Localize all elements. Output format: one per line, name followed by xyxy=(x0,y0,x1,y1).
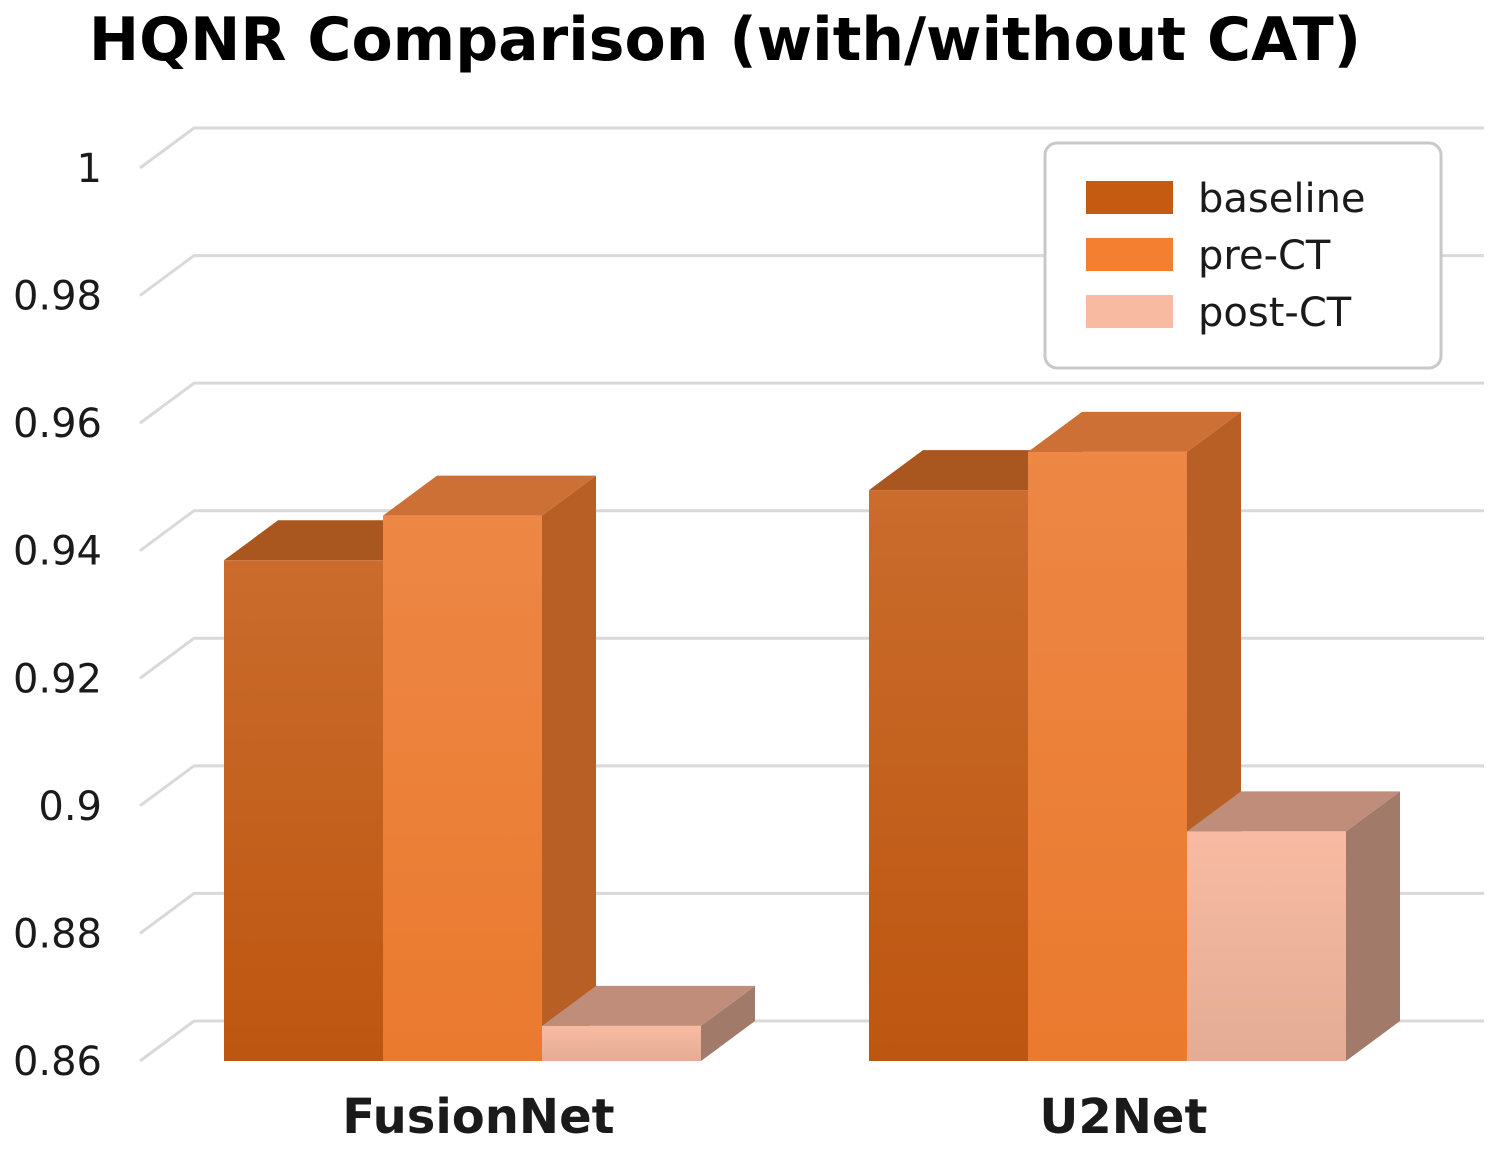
legend: baseline pre-CT post-CT xyxy=(1043,141,1443,370)
legend-label: pre-CT xyxy=(1198,233,1331,279)
y-tick-label: 1 xyxy=(77,146,102,192)
bar-front-face xyxy=(383,515,542,1061)
legend-swatch xyxy=(1086,238,1173,271)
y-tick-label: 0.96 xyxy=(13,401,102,447)
bar-front-face xyxy=(224,560,383,1061)
bar-side-face xyxy=(1346,791,1400,1061)
y-tick-label: 0.98 xyxy=(13,274,102,320)
legend-item-baseline: baseline xyxy=(1086,176,1366,222)
y-axis-ticks: 0.86 0.88 0.9 0.92 0.94 0.96 0.98 1 xyxy=(13,146,102,1085)
y-tick-label: 0.88 xyxy=(13,911,102,957)
legend-label: baseline xyxy=(1198,176,1366,222)
bar-front-face xyxy=(542,1025,701,1061)
bars xyxy=(224,411,1400,1061)
bar-front-face xyxy=(1187,831,1346,1061)
x-axis-categories: FusionNet U2Net xyxy=(342,1089,1207,1145)
bar-top-face xyxy=(542,985,755,1026)
gridline xyxy=(139,126,1484,170)
chart-title: HQNR Comparison (with/without CAT) xyxy=(89,5,1361,75)
y-tick-label: 0.86 xyxy=(13,1039,102,1085)
bar-post-CT-U2Net xyxy=(1187,791,1400,1061)
bar-side-face xyxy=(701,985,755,1061)
bar-top-face xyxy=(1187,791,1400,832)
legend-swatch xyxy=(1086,295,1173,328)
legend-item-pre-CT: pre-CT xyxy=(1086,233,1331,279)
bar-pre-CT-FusionNet xyxy=(383,475,596,1061)
y-tick-label: 0.94 xyxy=(13,529,102,575)
y-tick-label: 0.9 xyxy=(38,784,102,830)
legend-swatch xyxy=(1086,181,1173,214)
bar-top-face xyxy=(383,475,596,516)
gridline xyxy=(139,381,1484,425)
x-category-label: FusionNet xyxy=(342,1089,614,1144)
bar-side-face xyxy=(542,475,596,1061)
bar-front-face xyxy=(869,490,1028,1061)
y-tick-label: 0.92 xyxy=(13,656,102,702)
bar-front-face xyxy=(1028,451,1187,1061)
legend-label: post-CT xyxy=(1198,290,1352,336)
bar-top-face xyxy=(1028,411,1241,452)
legend-item-post-CT: post-CT xyxy=(1086,290,1352,336)
bar-post-CT-FusionNet xyxy=(542,985,755,1061)
bar-pre-CT-U2Net xyxy=(1028,411,1241,1061)
x-category-label: U2Net xyxy=(1039,1089,1207,1144)
gridlines xyxy=(139,126,1484,1063)
